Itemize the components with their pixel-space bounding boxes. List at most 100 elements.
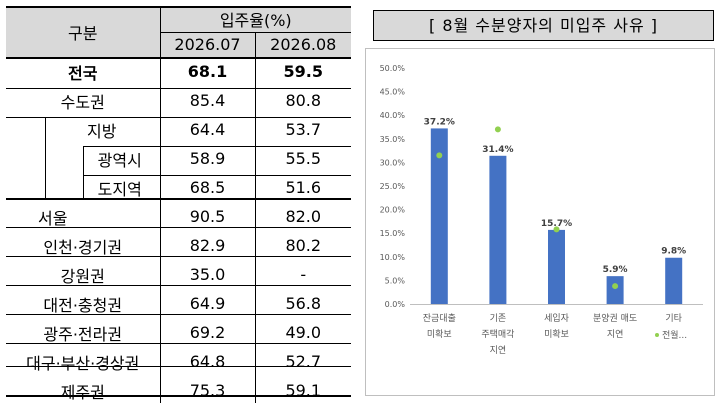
row-value-2: 55.5 [254,144,351,173]
row-value-2: 49.0 [254,318,351,347]
chart-title: [ 8월 수분양자의 미입주 사유 ] [373,10,714,41]
table-divider [83,175,351,176]
row-value-1: 75.3 [159,376,255,403]
row-name: 대구·부산·경상권 [26,353,140,373]
bar [548,229,565,304]
y-tick-label: 5.0% [385,276,406,285]
row-value-2: 53.7 [254,115,351,144]
data-label: 15.7% [541,219,572,229]
x-tick-label: 미확보 [544,328,569,340]
table-divider [6,256,351,257]
row-value-2: 56.8 [254,289,351,318]
legend-label: 전월... [662,329,687,341]
row-value-2: - [254,260,351,289]
table-top-rule [6,6,351,8]
row-value-1: 64.8 [159,347,255,376]
data-label: 9.8% [661,247,686,257]
row-name: 서울 [38,208,68,228]
table-row: 서울 90.5 82.0 [6,202,351,231]
table-header-rule [6,57,351,59]
non-occupancy-reasons-chart: 0.0% 5.0% 10.0% 15.0% 20.0% 25.0% 30.0% 35.0% 40… [380,64,703,356]
row-value-1: 35.0 [159,260,255,289]
row-value-2: 59.1 [254,376,351,403]
row-value-1: 90.5 [159,202,255,231]
row-value-1: 64.9 [159,289,255,318]
x-tick-label: 분양권 매도 [593,312,637,324]
table-row: 수도권 85.4 80.8 [6,86,351,115]
table-divider [6,314,351,315]
x-tick-label: 주택매각 [481,328,514,340]
table-divider [6,366,351,367]
table-row: 도지역 68.5 51.6 [6,173,351,202]
table-divider [6,227,351,228]
bar [489,155,507,304]
row-name: 인천·경기권 [43,237,123,257]
bar [430,128,448,304]
table-bottom-rule [6,395,351,397]
header-category: 구분 [6,7,160,57]
table-indent-line [83,146,84,199]
table-row: 강원권 35.0 - [6,260,351,289]
table-section-rule [6,198,351,200]
table-row: 제주권 75.3 59.1 [6,376,351,403]
x-tick-label: 세입자 [544,312,570,324]
row-value-1: 82.9 [159,231,255,260]
row-value-2: 80.8 [254,86,351,115]
y-tick-label: 15.0% [380,229,406,238]
previous-month-marker [436,152,443,159]
x-tick-label: 잔금대출 [423,313,456,324]
row-value-1: 64.4 [159,115,255,144]
row-value-2: 51.6 [254,173,351,202]
x-tick-label: 기존 [490,313,507,324]
row-name: 수도권 [60,92,105,112]
row-name: 광역시 [97,150,142,170]
previous-month-marker [612,283,619,290]
row-value-1: 58.9 [159,144,255,173]
table-row: 광주·전라권 69.2 49.0 [6,318,351,347]
occupancy-rate-table: 구분 입주율(%) 2026.07 2026.08 전국 68.1 59.5 수… [6,7,351,403]
table-divider [6,117,351,118]
row-value-1: 68.5 [159,173,255,202]
x-tick-label: 지연 [607,329,624,340]
row-value-1: 68.1 [159,57,255,86]
previous-month-marker [494,126,501,133]
row-name: 광주·전라권 [43,324,123,344]
y-tick-label: 30.0% [380,158,406,167]
data-label: 37.2% [424,117,455,127]
y-tick-label: 10.0% [380,253,406,262]
row-name: 전국 [68,63,98,83]
row-name: 강원권 [60,266,105,286]
x-tick-label: 지연 [490,345,507,356]
header-period-2: 2026.08 [254,31,351,57]
table-divider [6,343,351,344]
table-divider [83,146,351,147]
table-row: 대구·부산·경상권 64.8 52.7 [6,347,351,376]
chart-frame [365,48,715,396]
row-value-2: 52.7 [254,347,351,376]
y-tick-label: 45.0% [380,88,406,97]
y-tick-label: 0.0% [385,300,406,309]
table-indent-line [45,117,46,199]
row-name: 지방 [87,121,117,141]
data-label: 5.9% [603,265,628,275]
table-divider [6,88,351,89]
row-value-1: 69.2 [159,318,255,347]
row-value-2: 59.5 [254,57,351,86]
row-value-2: 82.0 [254,202,351,231]
bar [665,257,683,304]
row-name: 도지역 [97,179,142,199]
row-name: 대전·충청권 [43,295,123,315]
row-value-2: 80.2 [254,231,351,260]
y-tick-label: 20.0% [380,206,406,215]
legend-marker [655,333,659,337]
y-tick-label: 40.0% [380,111,406,120]
table-divider [6,285,351,286]
row-name: 제주권 [60,382,105,402]
header-occupancy-rate: 입주율(%) [159,7,351,32]
y-tick-label: 50.0% [380,64,406,73]
table-row: 광역시 58.9 55.5 [6,144,351,173]
table-row: 인천·경기권 82.9 80.2 [6,231,351,260]
y-tick-label: 25.0% [380,182,406,191]
row-value-1: 85.4 [159,86,255,115]
previous-month-marker [553,226,560,233]
